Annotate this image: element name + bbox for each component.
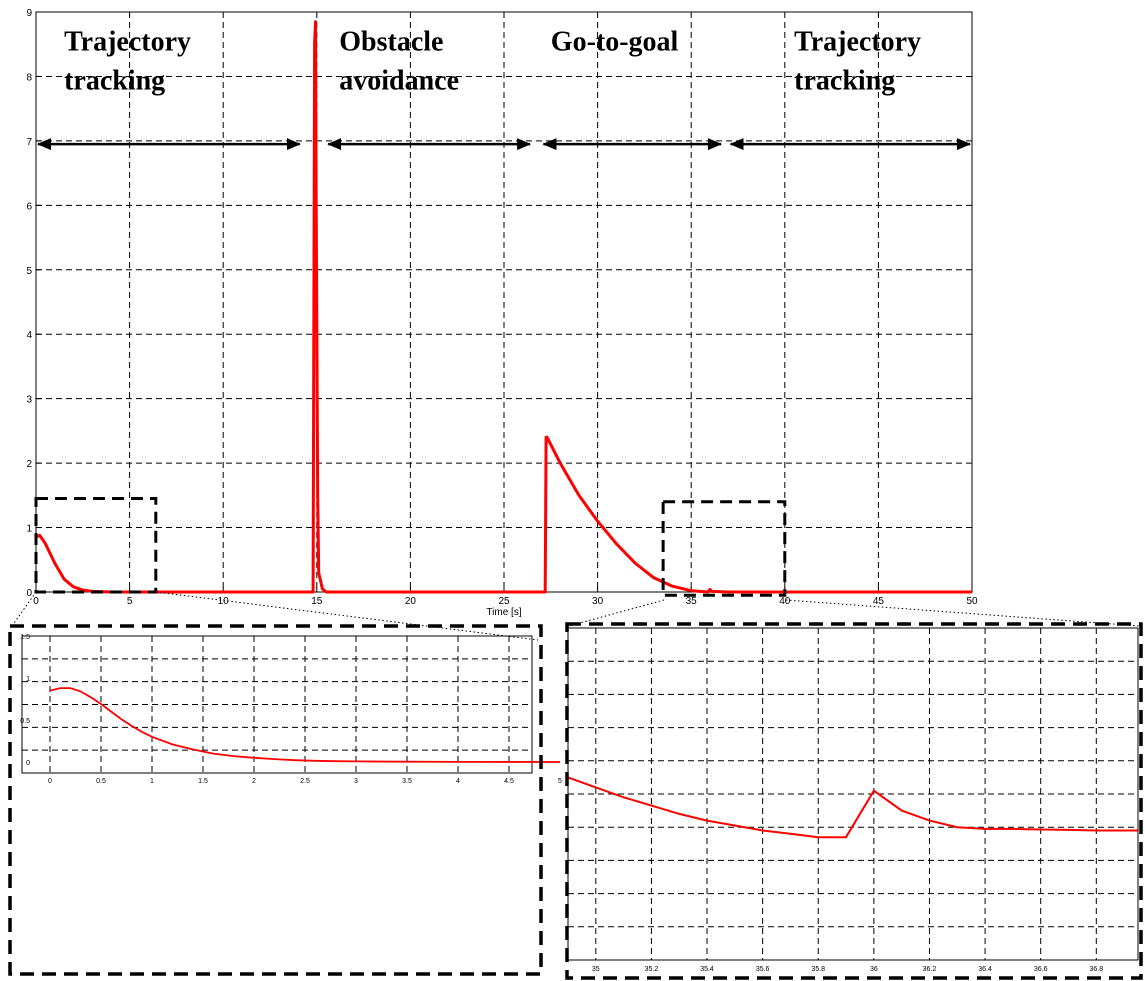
inset-x-tick-label: 2.5 xyxy=(300,778,310,785)
y-tick-label: 3 xyxy=(26,395,32,406)
inset-x-tick-label: 2 xyxy=(252,778,256,785)
inset-dashed-border xyxy=(8,624,543,976)
inset-y-tick-label: 1 xyxy=(26,676,30,683)
inset-x-tick-label: 36.4 xyxy=(978,966,992,973)
phase-label: avoidance xyxy=(339,65,459,96)
inset-y-tick-label: 0.5 xyxy=(20,718,30,725)
zoom-box-left xyxy=(34,497,158,594)
inset-dashed-border xyxy=(565,622,1143,980)
inset-y-tick-label: 0 xyxy=(26,760,30,767)
x-axis-label: Time [s] xyxy=(486,607,521,618)
y-tick-label: 2 xyxy=(26,459,32,470)
phase-label: Trajectory xyxy=(794,27,921,58)
x-tick-label: 25 xyxy=(498,596,510,607)
x-tick-label: 30 xyxy=(592,596,604,607)
y-tick-label: 1 xyxy=(26,524,32,535)
y-tick-label: 8 xyxy=(26,72,32,83)
inset-series-line xyxy=(567,776,1138,839)
x-tick-label: 5 xyxy=(127,596,133,607)
callout-line xyxy=(568,599,665,627)
inset-y-tick-label: 1.5 xyxy=(20,634,30,641)
phase-label: Trajectory xyxy=(64,27,191,58)
zoom-callouts xyxy=(11,591,1141,641)
y-tick-label: 4 xyxy=(26,330,32,341)
inset-x-tick-label: 1.5 xyxy=(198,778,208,785)
inset-x-tick-label: 35.6 xyxy=(756,966,770,973)
y-tick-label: 5 xyxy=(26,266,32,277)
inset-x-tick-label: 35 xyxy=(592,966,600,973)
y-tick-label: 9 xyxy=(26,8,32,19)
inset-x-tick-label: 3.5 xyxy=(402,778,412,785)
inset-x-tick-label: 1 xyxy=(150,778,154,785)
x-tick-label: 40 xyxy=(779,596,791,607)
inset-x-tick-label: 36.2 xyxy=(923,966,937,973)
inset-x-tick-label: 4 xyxy=(456,778,460,785)
zoom-box-right xyxy=(661,500,787,597)
phase-label: tracking xyxy=(794,65,895,96)
phase-label: tracking xyxy=(64,65,165,96)
inset-x-tick-label: 5 xyxy=(558,778,562,785)
x-tick-label: 45 xyxy=(873,596,885,607)
zoom-inset-left: 0 0.5 1 1.5 2 2.5 3 3.5 4 4.5 5 0 0.5 1 1.5 xyxy=(8,624,562,976)
callout-line xyxy=(155,591,539,641)
inset-x-tick-label: 4.5 xyxy=(504,778,514,785)
inset-series-line xyxy=(49,687,561,763)
x-tick-label: 35 xyxy=(686,596,698,607)
phase-label: Go-to-goal xyxy=(551,27,679,58)
phase-label: Obstacle xyxy=(339,27,443,58)
inset-x-tick-label: 0.5 xyxy=(96,778,106,785)
x-tick-label: 15 xyxy=(311,596,323,607)
callout-line xyxy=(11,591,37,627)
x-tick-label: 50 xyxy=(966,596,978,607)
y-tick-label: 0 xyxy=(26,588,32,599)
x-tick-label: 0 xyxy=(33,596,39,607)
y-tick-label: 6 xyxy=(26,201,32,212)
series-line xyxy=(35,20,972,594)
x-tick-label: 20 xyxy=(405,596,417,607)
zoom-inset-right: 35 35.2 35.4 35.6 35.8 36 36.2 36.4 36.6 36.8 xyxy=(565,622,1143,980)
inset-x-tick-label: 36 xyxy=(870,966,878,973)
inset-x-tick-label: 36.8 xyxy=(1089,966,1103,973)
inset-x-tick-label: 0 xyxy=(48,778,52,785)
inset-x-tick-label: 35.4 xyxy=(700,966,714,973)
x-tick-label: 10 xyxy=(218,596,230,607)
callout-line xyxy=(785,599,1141,627)
inset-x-tick-label: 3 xyxy=(354,778,358,785)
inset-x-tick-label: 36.6 xyxy=(1034,966,1048,973)
inset-x-tick-label: 35.2 xyxy=(645,966,659,973)
inset-x-tick-label: 35.8 xyxy=(811,966,825,973)
y-tick-label: 7 xyxy=(26,137,32,148)
